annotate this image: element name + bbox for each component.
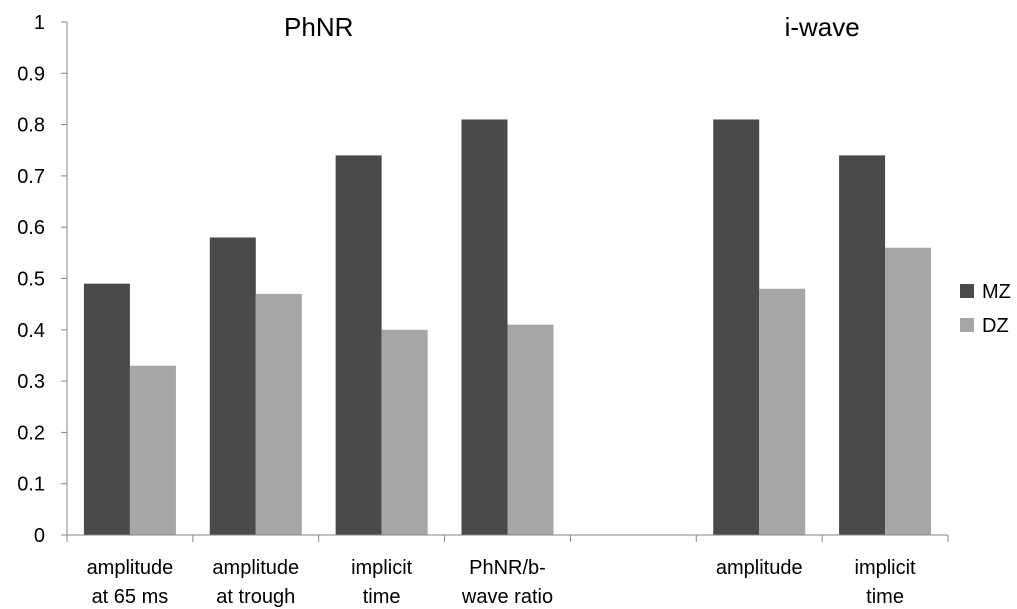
bar-mz (209, 237, 256, 535)
y-tick-label: 0.6 (17, 217, 45, 239)
x-tick-label: amplitude (212, 557, 299, 579)
x-tick-label: amplitude (716, 557, 803, 579)
y-tick-label: 0.4 (17, 320, 45, 342)
y-tick-label: 0.1 (17, 474, 45, 496)
x-tick-label: wave ratio (461, 586, 553, 608)
group-title: PhNR (284, 12, 353, 42)
y-tick-label: 0.5 (17, 269, 45, 291)
bar-mz (461, 119, 508, 535)
legend-label-dz: DZ (982, 315, 1009, 337)
x-axis-labels: amplitude at 65 ms amplitude at trough impli… (66, 535, 949, 608)
bars (83, 119, 932, 535)
group-title: i-wave (785, 12, 860, 42)
bar-mz (335, 155, 382, 535)
bar-dz (759, 288, 806, 535)
y-tick-label: 0.3 (17, 371, 45, 393)
legend-swatch-dz (960, 318, 974, 332)
y-tick-label: 0 (34, 525, 45, 547)
bar-dz (381, 329, 428, 535)
y-tick-label: 1 (34, 12, 45, 34)
x-tick-label: time (866, 586, 904, 608)
y-tick-label: 0.7 (17, 166, 45, 188)
bar-dz (129, 365, 176, 535)
legend-swatch-mz (960, 284, 974, 298)
x-tick-label: at 65 ms (92, 586, 169, 608)
bar-mz (839, 155, 886, 535)
bar-dz (507, 324, 554, 535)
x-tick-label: amplitude (87, 557, 174, 579)
bar-dz (255, 293, 302, 535)
x-tick-label: implicit (855, 557, 917, 579)
y-tick-label: 0.2 (17, 422, 45, 444)
x-tick-label: time (363, 586, 401, 608)
legend: MZ DZ (960, 281, 1011, 337)
bar-mz (83, 283, 130, 535)
x-tick-label: at trough (216, 586, 295, 608)
y-tick-label: 0.9 (17, 63, 45, 85)
bar-dz (885, 247, 932, 535)
x-tick-label: PhNR/b- (469, 557, 546, 579)
group-titles: PhNR i-wave (284, 12, 860, 42)
x-tick-label: implicit (351, 557, 413, 579)
y-axis-ticks: 0 0.1 0.2 0.3 0.4 0.5 0.6 0.7 0.8 0.9 1 (17, 12, 67, 547)
bar-mz (713, 119, 760, 535)
legend-label-mz: MZ (982, 281, 1011, 303)
y-tick-label: 0.8 (17, 115, 45, 137)
